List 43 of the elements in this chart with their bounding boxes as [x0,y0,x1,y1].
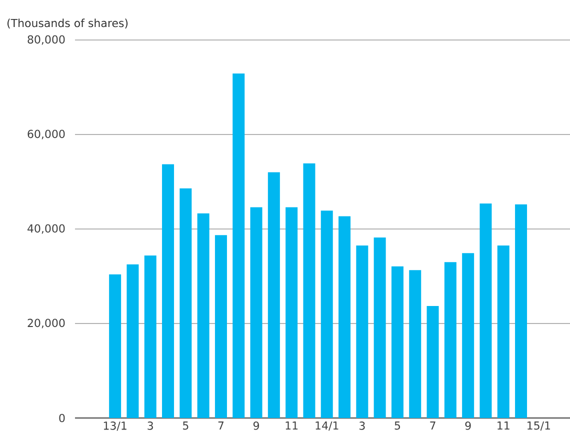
bar [462,253,474,418]
bar [126,264,139,418]
x-tick-label: 3 [360,422,365,430]
x-tick-label: 11 [498,422,510,430]
y-tick-label: 20,000 [28,318,65,328]
x-tick-label: 7 [430,422,436,430]
bar [444,262,456,418]
bar [374,238,386,418]
y-tick-label: 40,000 [28,224,65,234]
bar [497,246,510,418]
bar [426,306,439,418]
y-axis-title: (Thousands of shares) [7,18,128,28]
bar [180,188,192,418]
bar [214,235,227,418]
bar [303,163,316,418]
y-tick-label: 60,000 [28,130,65,140]
bar [515,204,528,418]
bar [197,213,210,418]
bar [162,164,174,418]
x-tick-label: 5 [183,422,188,430]
x-tick-label: 11 [286,422,298,430]
bar [109,274,122,418]
bar [250,207,262,418]
bar [232,74,245,418]
x-tick-label: 15/1 [528,422,550,431]
y-tick-label: 0 [59,414,65,422]
bar [391,266,404,418]
y-tick-label: 80,000 [28,35,65,45]
bar [480,203,492,418]
x-tick-label: 5 [394,422,400,430]
bar [286,207,298,418]
x-tick-label: 7 [218,422,224,430]
x-tick-label: 3 [148,422,153,430]
x-tick-label: 9 [253,422,259,430]
x-tick-label: 13/1 [104,422,126,431]
x-tick-label: 14/1 [316,422,338,431]
bar [320,210,333,418]
bar [409,270,422,418]
bar [268,172,280,418]
bar [338,216,351,418]
x-tick-label: 9 [465,422,471,430]
bar [356,246,368,418]
bar [144,255,156,418]
